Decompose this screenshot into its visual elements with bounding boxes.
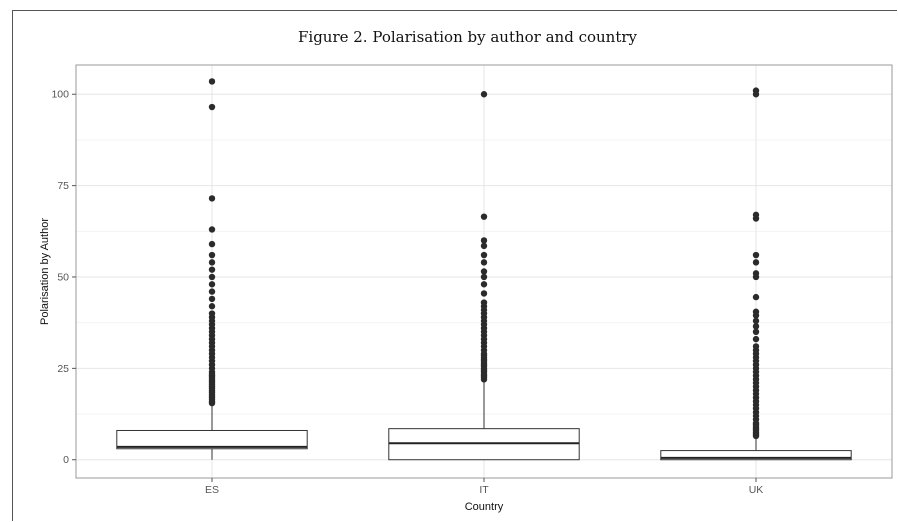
outlier-point xyxy=(752,211,760,219)
outlier-point xyxy=(208,273,216,281)
y-tick-label: 25 xyxy=(57,363,69,375)
outlier-point xyxy=(752,317,760,325)
outlier-point xyxy=(208,103,216,111)
outlier-point xyxy=(208,310,216,317)
outlier-point xyxy=(480,299,488,306)
outlier-point xyxy=(480,251,488,259)
y-axis-label: Polarisation by Author xyxy=(39,218,51,325)
x-tick-label: IT xyxy=(479,484,489,496)
outlier-point xyxy=(480,268,488,275)
outlier-point xyxy=(208,259,216,266)
outlier-point xyxy=(480,213,488,220)
outlier-point xyxy=(208,240,216,248)
outlier-point xyxy=(480,290,488,297)
y-tick-label: 50 xyxy=(57,271,69,283)
outlier-point xyxy=(208,281,216,288)
outlier-point xyxy=(208,251,216,259)
outlier-point xyxy=(752,328,760,336)
outlier-point xyxy=(752,87,760,94)
outlier-point xyxy=(480,242,488,250)
outlier-point xyxy=(208,288,216,295)
figure-title: Figure 2. Polarisation by author and cou… xyxy=(297,28,638,46)
outlier-point xyxy=(480,273,488,281)
outlier-point xyxy=(208,266,216,273)
box-uk xyxy=(660,450,852,461)
x-tick-label: UK xyxy=(749,484,764,496)
x-axis-ticks: ES IT UK xyxy=(205,478,763,496)
outlier-point xyxy=(480,281,488,288)
outlier-point xyxy=(480,259,488,266)
boxes xyxy=(116,381,852,461)
figure-frame xyxy=(12,10,897,521)
outlier-point xyxy=(752,343,760,350)
outlier-point xyxy=(480,237,488,244)
outlier-point xyxy=(208,295,216,303)
outlier-point xyxy=(752,293,760,301)
outlier-point xyxy=(752,259,760,266)
outlier-point xyxy=(208,78,216,85)
y-tick-label: 0 xyxy=(63,454,69,466)
box-es xyxy=(116,429,308,450)
outlier-point xyxy=(208,226,216,233)
outlier-point xyxy=(752,270,760,277)
outlier-points xyxy=(208,78,760,440)
outlier-point xyxy=(208,303,216,310)
outlier-point xyxy=(480,91,488,98)
x-axis-label: Country xyxy=(465,501,504,513)
y-tick-label: 100 xyxy=(51,89,69,101)
x-tick-label: ES xyxy=(205,484,219,496)
outlier-point xyxy=(752,335,760,343)
outlier-point xyxy=(208,195,216,202)
outlier-point xyxy=(752,308,760,315)
outlier-point xyxy=(752,251,760,259)
y-axis-ticks: 0 25 50 75 100 xyxy=(51,89,76,466)
outlier-point xyxy=(752,323,760,330)
y-tick-label: 75 xyxy=(57,180,69,192)
